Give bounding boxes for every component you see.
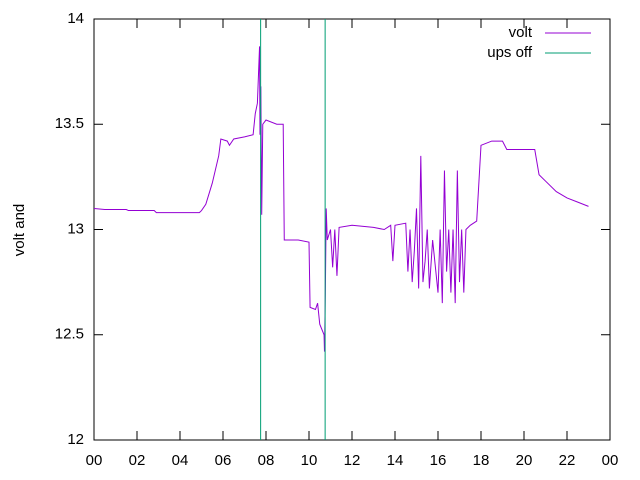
y-tick-label: 13.5 <box>55 115 84 132</box>
x-tick-label: 02 <box>129 452 146 469</box>
y-tick-label: 14 <box>67 10 84 27</box>
x-tick-label: 14 <box>387 452 404 469</box>
x-tick-label: 20 <box>516 452 533 469</box>
x-tick-label: 18 <box>473 452 490 469</box>
y-tick-label: 12 <box>67 431 84 448</box>
x-tick-label: 00 <box>86 452 103 469</box>
y-tick-label: 12.5 <box>55 326 84 343</box>
plot-frame <box>93 18 611 441</box>
x-tick-label: 06 <box>215 452 232 469</box>
y-tick-label: 13 <box>67 220 84 237</box>
legend-label: ups off <box>487 44 533 61</box>
series-line <box>93 46 589 352</box>
x-tick-label: 12 <box>344 452 361 469</box>
x-tick-label: 10 <box>301 452 318 469</box>
x-tick-label: 22 <box>559 452 576 469</box>
x-tick-label: 08 <box>258 452 275 469</box>
y-axis-label: volt and <box>11 204 28 257</box>
series-line <box>260 19 326 440</box>
x-tick-label: 04 <box>172 452 189 469</box>
x-tick-label: 00 <box>602 452 619 469</box>
legend-label: volt <box>509 24 533 41</box>
x-tick-label: 16 <box>430 452 447 469</box>
